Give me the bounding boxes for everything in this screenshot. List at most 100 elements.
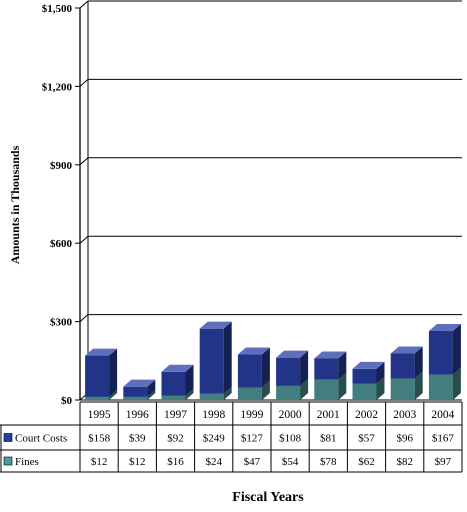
x-tick-label: 1997 [164, 409, 187, 421]
bar-top-court-costs [123, 379, 156, 387]
data-label-court-costs: $39 [129, 433, 146, 445]
bar-top-court-costs [276, 350, 309, 358]
bar-top-court-costs [390, 346, 423, 354]
data-label-fines: $62 [358, 456, 375, 468]
bar-side-fines [261, 380, 270, 400]
x-tick-label: 2000 [279, 409, 302, 421]
legend-swatch-court-costs [3, 433, 13, 442]
x-tick-label: 1995 [88, 409, 111, 421]
data-label-fines: $47 [244, 456, 261, 468]
x-axis-label: Fiscal Years [232, 490, 304, 505]
y-axis-label: Amounts in Thousands [8, 145, 22, 264]
bar-side-fines [300, 378, 309, 400]
bar-court-costs [199, 328, 224, 394]
legend-label-court-costs: Court Costs [15, 433, 67, 445]
y-tick-label: $1,200 [42, 81, 73, 93]
bar-top-court-costs [237, 347, 270, 355]
y-tick-label: $1,500 [42, 3, 73, 15]
data-label-fines: $97 [435, 456, 452, 468]
data-label-court-costs: $96 [396, 433, 413, 445]
bar-side-court-costs [338, 351, 347, 380]
bar-top-court-costs [85, 348, 118, 356]
bar-court-costs [123, 386, 148, 397]
bar-fines [237, 387, 262, 400]
bar-side-court-costs [223, 321, 232, 394]
gridline-depth [79, 157, 89, 166]
bar-side-court-costs [300, 350, 309, 386]
bar-side-fines [452, 367, 461, 400]
bar-fines [199, 393, 224, 400]
gridline-depth [79, 235, 89, 244]
data-label-court-costs: $158 [88, 433, 111, 445]
bar-court-costs [161, 371, 186, 396]
bar-top-court-costs [161, 364, 194, 372]
bar-fines [276, 385, 301, 400]
gridline-depth [79, 314, 89, 322]
bar-side-fines [414, 371, 423, 400]
bar-court-costs [237, 354, 262, 388]
x-tick-label: 2002 [355, 409, 378, 421]
bar-fines [314, 379, 339, 400]
gridline-depth [79, 79, 89, 87]
bar-side-fines [109, 389, 118, 400]
bar-fines [390, 378, 415, 400]
bar-court-costs [85, 355, 110, 397]
data-label-court-costs: $127 [241, 433, 264, 445]
data-label-court-costs: $92 [167, 433, 184, 445]
gridlines [79, 0, 462, 401]
data-label-fines: $82 [396, 456, 413, 468]
bar-court-costs [314, 358, 339, 380]
x-tick-label: 2004 [431, 409, 454, 421]
y-tick-label: $600 [50, 238, 73, 250]
x-tick-label: 1998 [202, 409, 225, 421]
bar-side-court-costs [261, 347, 270, 388]
bar-side-fines [376, 376, 385, 400]
data-label-court-costs: $57 [358, 433, 375, 445]
y-axis-ticks: $0 $300 $600 $900 $1,200 $1,500 [42, 3, 462, 407]
gridline-depth [79, 0, 89, 9]
bar-top-court-costs [314, 351, 347, 359]
bar-side-fines [223, 386, 232, 400]
bar-side-court-costs [452, 324, 461, 375]
bar-side-court-costs [414, 346, 423, 379]
bar-side-court-costs [185, 364, 194, 396]
data-label-fines: $78 [320, 456, 337, 468]
x-tick-label: 2001 [317, 409, 340, 421]
bar-top-court-costs [428, 324, 461, 332]
bar-fines [85, 396, 110, 400]
data-label-court-costs: $108 [279, 433, 302, 445]
bar-side-court-costs [147, 379, 156, 397]
x-tick-label: 1996 [126, 409, 149, 421]
bar-side-fines [147, 389, 156, 400]
data-label-court-costs: $81 [320, 433, 337, 445]
data-label-fines: $24 [205, 456, 222, 468]
bar-side-fines [338, 372, 347, 400]
data-label-court-costs: $249 [203, 433, 226, 445]
y-tick-label: $0 [61, 395, 73, 407]
data-table: 1995 1996 1997 1998 1999 2000 2001 2002 2003 2004… [0, 401, 463, 473]
legend-label-fines: Fines [15, 456, 39, 468]
data-label-court-costs: $167 [432, 433, 455, 445]
data-label-fines: $12 [91, 456, 108, 468]
bar-side-court-costs [109, 348, 118, 397]
bar-fines [161, 395, 186, 400]
data-label-fines: $54 [282, 456, 299, 468]
bar-court-costs [390, 353, 415, 379]
x-tick-label: 2003 [393, 409, 416, 421]
bar-fines [352, 383, 377, 400]
bar-side-fines [185, 388, 194, 400]
x-tick-label: 1999 [240, 409, 263, 421]
data-label-fines: $16 [167, 456, 184, 468]
bar-fines [123, 396, 148, 400]
bar-court-costs [352, 368, 377, 384]
data-label-fines: $12 [129, 456, 146, 468]
bars [85, 321, 461, 400]
y-tick-label: $900 [50, 160, 73, 172]
y-tick-label: $300 [50, 317, 73, 329]
legend-swatch-fines [3, 456, 13, 466]
bar-top-court-costs [352, 361, 385, 369]
bar-court-costs [428, 331, 453, 375]
bar-side-court-costs [376, 361, 385, 384]
bar-court-costs [276, 357, 301, 386]
